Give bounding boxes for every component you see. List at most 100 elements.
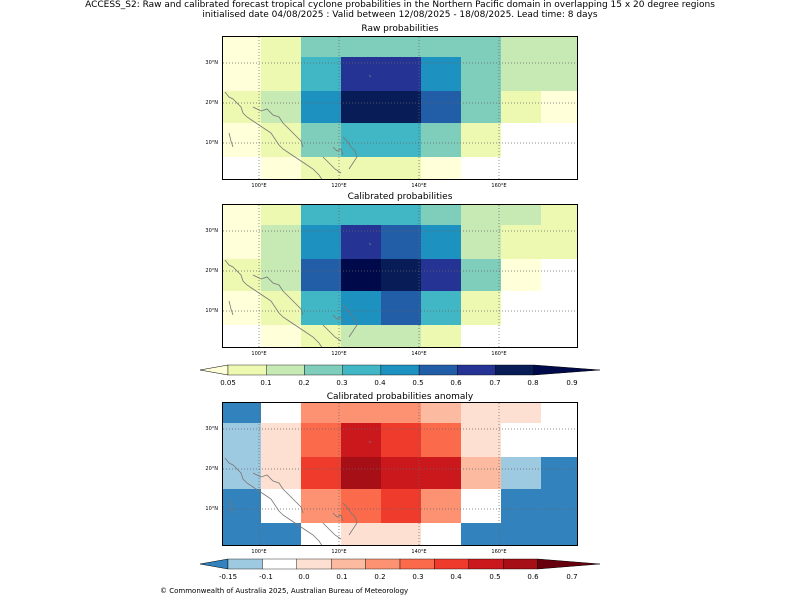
grid-cell [541, 489, 577, 523]
lat-label-30n: 30°N [205, 426, 218, 432]
grid-cell [501, 489, 541, 523]
colorbar-label: 0.4 [450, 573, 462, 581]
grid-cell [223, 325, 261, 347]
grid-cell [341, 403, 381, 423]
colorbar-label: 0.7 [566, 573, 578, 581]
grid-cell [421, 259, 461, 291]
grid-cell [223, 91, 261, 123]
grid-cell [381, 423, 421, 457]
colorbar-label: 0.2 [298, 379, 310, 387]
grid-cell [461, 259, 501, 291]
grid-cell [261, 57, 301, 91]
colorbar-label: 0.7 [489, 379, 501, 387]
grid-cell [261, 523, 301, 545]
grid-cell [461, 205, 501, 225]
colorbar-segment [227, 364, 267, 376]
grid-cell [301, 423, 341, 457]
grid-cell [261, 259, 301, 291]
colorbar-label: 0.3 [412, 573, 424, 581]
grid-cell [381, 205, 421, 225]
grid-cell [301, 37, 341, 57]
grid-cell [261, 489, 301, 523]
grid-cell [223, 291, 261, 325]
colorbar-label: 0.5 [489, 573, 501, 581]
lon-label-140e: 140°E [411, 351, 427, 357]
grid-cell [223, 489, 261, 523]
grid-cell [341, 325, 381, 347]
colorbar-segment [262, 558, 298, 570]
grid-cell [301, 325, 341, 347]
grid-cell [501, 259, 541, 291]
grid-cell [261, 37, 301, 57]
grid-cell [381, 225, 421, 259]
colorbar-label: -0.1 [259, 573, 273, 581]
colorbar-label: 0.1 [336, 573, 348, 581]
grid-cell [381, 259, 421, 291]
grid-cell [381, 91, 421, 123]
grid-cell [301, 57, 341, 91]
grid-cell [341, 423, 381, 457]
colorbar-segment [399, 558, 435, 570]
grid-cell [223, 403, 261, 423]
colorbar-label: 0.6 [450, 379, 462, 387]
grid-cell [381, 57, 421, 91]
grid-cell [541, 225, 577, 259]
figure-title-line2: initialised date 04/08/2025 : Valid betw… [202, 10, 598, 20]
grid-cell [501, 225, 541, 259]
raw-panel-title: Raw probabilities [361, 24, 439, 34]
grid-cell [461, 291, 501, 325]
colorbar-segment [457, 364, 496, 376]
lon-label-100e: 100°E [251, 351, 267, 357]
lat-label-20n: 20°N [205, 100, 218, 106]
colorbar-segment [330, 558, 366, 570]
grid-cell [541, 91, 577, 123]
coastline [224, 440, 372, 545]
grid-cell [541, 325, 577, 347]
grid-cell [541, 205, 577, 225]
grid-cell [223, 57, 261, 91]
colorbar-extend-low [200, 558, 229, 570]
grid-cell [501, 457, 541, 489]
grid-cell [461, 225, 501, 259]
grid-cell [541, 403, 577, 423]
grid-cell [301, 205, 341, 225]
grid-cell [301, 123, 341, 157]
grid-cell [501, 403, 541, 423]
grid-cell [223, 37, 261, 57]
anomaly-panel-title: Calibrated probabilities anomaly [326, 392, 474, 402]
grid-cell [223, 457, 261, 489]
grid-cell [223, 123, 261, 157]
grid-cell [461, 423, 501, 457]
grid-cell [501, 325, 541, 347]
grid-cell [261, 403, 301, 423]
grid-cell [541, 523, 577, 545]
grid-cell [341, 205, 381, 225]
colorbar-segment [418, 364, 458, 376]
grid-cell [223, 205, 261, 225]
grid-cell [341, 157, 381, 179]
grid-cell [541, 57, 577, 91]
colorbar-label: 0.5 [412, 379, 424, 387]
grid-cell [421, 423, 461, 457]
grid-cell [421, 205, 461, 225]
grid-cell [421, 225, 461, 259]
grid-cell [421, 123, 461, 157]
lon-label-140e: 140°E [411, 183, 427, 189]
lat-label-10n: 10°N [205, 140, 218, 146]
calibrated-probability-map [222, 204, 578, 348]
colorbar-segment [380, 364, 420, 376]
colorbar-label: 0.1 [260, 379, 272, 387]
grid-cell [501, 523, 541, 545]
grid-cell [421, 489, 461, 523]
lon-label-160e: 160°E [491, 351, 507, 357]
colorbar-label: 0.6 [527, 573, 539, 581]
grid-cell [223, 523, 261, 545]
grid-cell [421, 523, 461, 545]
colorbar-segment [266, 364, 305, 376]
grid-cell [261, 123, 301, 157]
lon-label-160e: 160°E [491, 183, 507, 189]
grid-cell [421, 457, 461, 489]
grid-cell [421, 91, 461, 123]
colorbar-label: 0.05 [220, 379, 236, 387]
grid-cell [301, 403, 341, 423]
